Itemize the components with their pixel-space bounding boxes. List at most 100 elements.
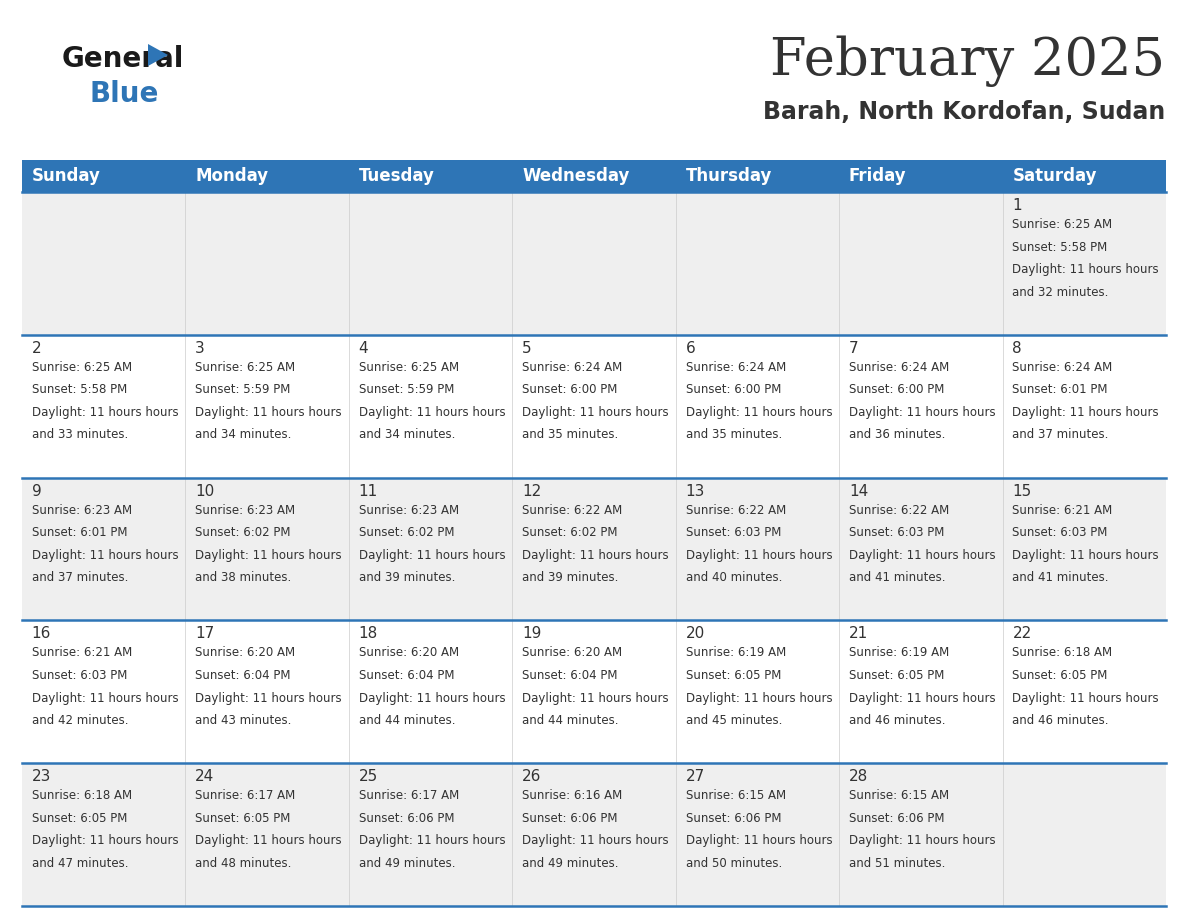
Text: Friday: Friday xyxy=(849,167,906,185)
Text: General: General xyxy=(62,45,184,73)
Text: 9: 9 xyxy=(32,484,42,498)
Text: Daylight: 11 hours hours: Daylight: 11 hours hours xyxy=(359,834,505,847)
Text: Sunrise: 6:22 AM: Sunrise: 6:22 AM xyxy=(849,504,949,517)
FancyBboxPatch shape xyxy=(839,160,1003,192)
Text: Sunset: 6:03 PM: Sunset: 6:03 PM xyxy=(32,669,127,682)
Text: Daylight: 11 hours hours: Daylight: 11 hours hours xyxy=(359,691,505,704)
Text: Sunrise: 6:24 AM: Sunrise: 6:24 AM xyxy=(685,361,785,374)
Text: 28: 28 xyxy=(849,769,868,784)
Text: and 44 minutes.: and 44 minutes. xyxy=(522,714,619,727)
Text: Daylight: 11 hours hours: Daylight: 11 hours hours xyxy=(685,834,832,847)
Text: 11: 11 xyxy=(359,484,378,498)
Text: Sunrise: 6:17 AM: Sunrise: 6:17 AM xyxy=(359,789,459,802)
Text: 21: 21 xyxy=(849,626,868,642)
Text: Sunrise: 6:20 AM: Sunrise: 6:20 AM xyxy=(359,646,459,659)
Text: and 34 minutes.: and 34 minutes. xyxy=(195,429,291,442)
Text: Sunset: 6:02 PM: Sunset: 6:02 PM xyxy=(522,526,618,539)
Text: Daylight: 11 hours hours: Daylight: 11 hours hours xyxy=(522,549,669,562)
Text: Sunrise: 6:25 AM: Sunrise: 6:25 AM xyxy=(32,361,132,374)
Text: Daylight: 11 hours hours: Daylight: 11 hours hours xyxy=(522,834,669,847)
FancyBboxPatch shape xyxy=(23,192,1165,335)
FancyBboxPatch shape xyxy=(676,160,839,192)
Text: Sunrise: 6:22 AM: Sunrise: 6:22 AM xyxy=(685,504,785,517)
Text: Sunset: 6:05 PM: Sunset: 6:05 PM xyxy=(685,669,781,682)
Text: February 2025: February 2025 xyxy=(770,35,1165,86)
Text: Sunset: 6:05 PM: Sunset: 6:05 PM xyxy=(849,669,944,682)
Text: Thursday: Thursday xyxy=(685,167,772,185)
Polygon shape xyxy=(148,44,168,66)
Text: and 40 minutes.: and 40 minutes. xyxy=(685,571,782,584)
Text: 15: 15 xyxy=(1012,484,1031,498)
Text: Daylight: 11 hours hours: Daylight: 11 hours hours xyxy=(1012,406,1159,419)
Text: Sunrise: 6:15 AM: Sunrise: 6:15 AM xyxy=(685,789,785,802)
Text: 27: 27 xyxy=(685,769,704,784)
Text: and 35 minutes.: and 35 minutes. xyxy=(522,429,618,442)
Text: 2: 2 xyxy=(32,341,42,356)
Text: Tuesday: Tuesday xyxy=(359,167,435,185)
Text: Daylight: 11 hours hours: Daylight: 11 hours hours xyxy=(849,834,996,847)
Text: and 36 minutes.: and 36 minutes. xyxy=(849,429,946,442)
FancyBboxPatch shape xyxy=(23,335,1165,477)
Text: 16: 16 xyxy=(32,626,51,642)
Text: Sunset: 6:04 PM: Sunset: 6:04 PM xyxy=(359,669,454,682)
Text: 17: 17 xyxy=(195,626,215,642)
Text: Monday: Monday xyxy=(195,167,268,185)
Text: Sunset: 6:04 PM: Sunset: 6:04 PM xyxy=(195,669,291,682)
Text: Sunrise: 6:16 AM: Sunrise: 6:16 AM xyxy=(522,789,623,802)
Text: 6: 6 xyxy=(685,341,695,356)
Text: and 44 minutes.: and 44 minutes. xyxy=(359,714,455,727)
Text: 4: 4 xyxy=(359,341,368,356)
Text: Sunset: 6:01 PM: Sunset: 6:01 PM xyxy=(32,526,127,539)
Text: Daylight: 11 hours hours: Daylight: 11 hours hours xyxy=(522,406,669,419)
Text: Sunset: 6:05 PM: Sunset: 6:05 PM xyxy=(1012,669,1107,682)
Text: Sunday: Sunday xyxy=(32,167,101,185)
Text: Sunrise: 6:20 AM: Sunrise: 6:20 AM xyxy=(522,646,623,659)
Text: Sunrise: 6:25 AM: Sunrise: 6:25 AM xyxy=(1012,218,1112,231)
Text: Sunset: 5:59 PM: Sunset: 5:59 PM xyxy=(195,384,291,397)
Text: Sunset: 6:03 PM: Sunset: 6:03 PM xyxy=(849,526,944,539)
FancyBboxPatch shape xyxy=(23,477,1165,621)
Text: Daylight: 11 hours hours: Daylight: 11 hours hours xyxy=(685,691,832,704)
Text: Sunset: 6:02 PM: Sunset: 6:02 PM xyxy=(195,526,291,539)
Text: 14: 14 xyxy=(849,484,868,498)
FancyBboxPatch shape xyxy=(23,621,1165,763)
Text: 20: 20 xyxy=(685,626,704,642)
Text: Sunrise: 6:25 AM: Sunrise: 6:25 AM xyxy=(359,361,459,374)
Text: Daylight: 11 hours hours: Daylight: 11 hours hours xyxy=(32,834,178,847)
Text: Sunrise: 6:15 AM: Sunrise: 6:15 AM xyxy=(849,789,949,802)
Text: 22: 22 xyxy=(1012,626,1031,642)
Text: Sunset: 6:06 PM: Sunset: 6:06 PM xyxy=(849,812,944,824)
FancyBboxPatch shape xyxy=(512,160,676,192)
Text: Daylight: 11 hours hours: Daylight: 11 hours hours xyxy=(195,834,342,847)
Text: Daylight: 11 hours hours: Daylight: 11 hours hours xyxy=(32,549,178,562)
Text: Daylight: 11 hours hours: Daylight: 11 hours hours xyxy=(849,406,996,419)
Text: Sunset: 5:58 PM: Sunset: 5:58 PM xyxy=(32,384,127,397)
Text: 19: 19 xyxy=(522,626,542,642)
Text: and 46 minutes.: and 46 minutes. xyxy=(849,714,946,727)
Text: 8: 8 xyxy=(1012,341,1022,356)
Text: 25: 25 xyxy=(359,769,378,784)
Text: 26: 26 xyxy=(522,769,542,784)
Text: Sunset: 6:05 PM: Sunset: 6:05 PM xyxy=(32,812,127,824)
Text: Sunrise: 6:21 AM: Sunrise: 6:21 AM xyxy=(32,646,132,659)
FancyBboxPatch shape xyxy=(185,160,349,192)
Text: Sunset: 6:00 PM: Sunset: 6:00 PM xyxy=(685,384,781,397)
Text: Sunrise: 6:19 AM: Sunrise: 6:19 AM xyxy=(849,646,949,659)
Text: and 41 minutes.: and 41 minutes. xyxy=(1012,571,1108,584)
Text: Daylight: 11 hours hours: Daylight: 11 hours hours xyxy=(32,691,178,704)
Text: 13: 13 xyxy=(685,484,704,498)
Text: and 33 minutes.: and 33 minutes. xyxy=(32,429,128,442)
Text: Daylight: 11 hours hours: Daylight: 11 hours hours xyxy=(1012,549,1159,562)
Text: Sunrise: 6:24 AM: Sunrise: 6:24 AM xyxy=(849,361,949,374)
Text: Daylight: 11 hours hours: Daylight: 11 hours hours xyxy=(195,549,342,562)
Text: 18: 18 xyxy=(359,626,378,642)
Text: 1: 1 xyxy=(1012,198,1022,213)
Text: 24: 24 xyxy=(195,769,215,784)
Text: Sunrise: 6:25 AM: Sunrise: 6:25 AM xyxy=(195,361,296,374)
Text: Daylight: 11 hours hours: Daylight: 11 hours hours xyxy=(195,691,342,704)
Text: Daylight: 11 hours hours: Daylight: 11 hours hours xyxy=(1012,263,1159,276)
FancyBboxPatch shape xyxy=(1003,160,1165,192)
Text: Saturday: Saturday xyxy=(1012,167,1097,185)
Text: Daylight: 11 hours hours: Daylight: 11 hours hours xyxy=(849,691,996,704)
Text: Sunrise: 6:24 AM: Sunrise: 6:24 AM xyxy=(1012,361,1113,374)
